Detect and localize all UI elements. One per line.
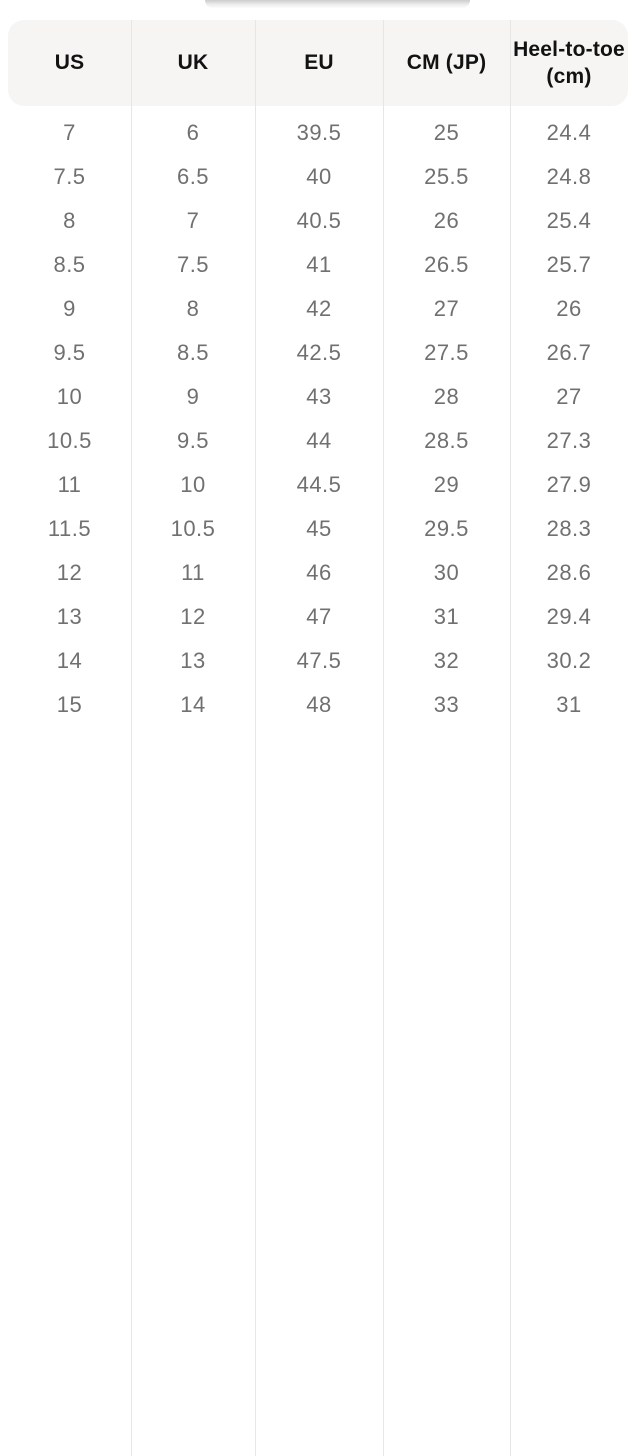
cell-uk: 11 xyxy=(181,560,205,585)
cell-cm-jp: 27 xyxy=(433,296,460,321)
cell-uk: 7 xyxy=(186,208,200,233)
table-row: 8 7 40.5 26 25.4 xyxy=(8,199,628,243)
column-divider xyxy=(255,20,256,1456)
cell-eu: 45 xyxy=(306,516,332,541)
table-row: 7 6 39.5 25 24.4 xyxy=(8,111,628,155)
cell-heel-to-toe: 25.4 xyxy=(546,208,592,233)
table-row: 13 12 47 31 29.4 xyxy=(8,595,628,639)
cell-us: 8.5 xyxy=(53,252,86,277)
cell-cm-jp: 33 xyxy=(433,692,460,717)
cell-eu: 41 xyxy=(306,252,332,277)
cell-eu: 44 xyxy=(306,428,332,453)
cell-heel-to-toe: 24.4 xyxy=(546,120,592,145)
cell-us: 15 xyxy=(56,692,83,717)
cell-uk: 14 xyxy=(180,692,206,717)
cell-us: 7.5 xyxy=(53,164,86,189)
cell-uk: 10.5 xyxy=(170,516,216,541)
cell-uk: 6.5 xyxy=(176,164,210,189)
table-row: 11.5 10.5 45 29.5 28.3 xyxy=(8,507,628,551)
cell-us: 8 xyxy=(63,208,76,233)
cell-eu: 47 xyxy=(306,604,332,629)
cell-cm-jp: 27.5 xyxy=(424,340,469,365)
column-header-cm-jp: CM (JP) xyxy=(406,51,487,75)
cell-cm-jp: 26 xyxy=(433,208,460,233)
cell-us: 11 xyxy=(57,472,82,497)
table-header-row: US UK EU CM (JP) Heel-to-toe (cm) xyxy=(8,20,628,106)
cell-heel-to-toe: 27 xyxy=(556,384,582,409)
cell-cm-jp: 32 xyxy=(433,648,460,673)
cell-heel-to-toe: 26.7 xyxy=(546,340,592,365)
table-row: 10 9 43 28 27 xyxy=(8,375,628,419)
table-row: 9.5 8.5 42.5 27.5 26.7 xyxy=(8,331,628,375)
cell-heel-to-toe: 29.4 xyxy=(546,604,592,629)
cell-us: 9.5 xyxy=(53,340,86,365)
cell-eu: 48 xyxy=(306,692,332,717)
cell-eu: 46 xyxy=(306,560,332,585)
cell-cm-jp: 30 xyxy=(433,560,460,585)
cell-us: 10.5 xyxy=(47,428,92,453)
cell-heel-to-toe: 30.2 xyxy=(546,648,592,673)
cell-us: 12 xyxy=(56,560,83,585)
cell-cm-jp: 29 xyxy=(433,472,460,497)
cell-us: 7 xyxy=(63,120,76,145)
cell-heel-to-toe: 25.7 xyxy=(546,252,592,277)
cell-cm-jp: 25.5 xyxy=(424,164,469,189)
cell-heel-to-toe: 31 xyxy=(556,692,582,717)
cell-eu: 43 xyxy=(306,384,332,409)
cell-uk: 7.5 xyxy=(176,252,210,277)
cell-cm-jp: 31 xyxy=(433,604,460,629)
cell-uk: 8 xyxy=(186,296,200,321)
cell-cm-jp: 28.5 xyxy=(424,428,469,453)
cell-uk: 13 xyxy=(180,648,206,673)
cell-eu: 39.5 xyxy=(296,120,342,145)
column-header-heel-to-toe: Heel-to-toe (cm) xyxy=(513,37,625,88)
top-cutoff-shadow xyxy=(205,0,470,8)
table-row: 7.5 6.5 40 25.5 24.8 xyxy=(8,155,628,199)
cell-heel-to-toe: 27.3 xyxy=(546,428,592,453)
cell-us: 10 xyxy=(56,384,83,409)
table-row: 14 13 47.5 32 30.2 xyxy=(8,639,628,683)
cell-eu: 42 xyxy=(306,296,332,321)
table-row: 11 10 44.5 29 27.9 xyxy=(8,463,628,507)
table-row: 10.5 9.5 44 28.5 27.3 xyxy=(8,419,628,463)
table-row: 8.5 7.5 41 26.5 25.7 xyxy=(8,243,628,287)
size-conversion-table: US UK EU CM (JP) Heel-to-toe (cm) 7 6 39… xyxy=(8,20,628,1456)
cell-heel-to-toe: 28.6 xyxy=(546,560,592,585)
cell-uk: 9.5 xyxy=(176,428,210,453)
column-divider xyxy=(131,20,132,1456)
cell-heel-to-toe: 27.9 xyxy=(546,472,592,497)
cell-cm-jp: 25 xyxy=(433,120,460,145)
cell-cm-jp: 26.5 xyxy=(424,252,469,277)
cell-uk: 8.5 xyxy=(176,340,210,365)
table-row: 12 11 46 30 28.6 xyxy=(8,551,628,595)
cell-cm-jp: 29.5 xyxy=(424,516,469,541)
table-row: 15 14 48 33 31 xyxy=(8,683,628,727)
column-divider xyxy=(510,20,511,1456)
table-row: 9 8 42 27 26 xyxy=(8,287,628,331)
column-divider xyxy=(383,20,384,1456)
cell-eu: 40 xyxy=(306,164,332,189)
cell-us: 14 xyxy=(56,648,83,673)
cell-uk: 10 xyxy=(180,472,206,497)
cell-eu: 47.5 xyxy=(296,648,342,673)
cell-heel-to-toe: 28.3 xyxy=(546,516,592,541)
table-body: 7 6 39.5 25 24.4 7.5 6.5 40 25.5 24.8 8 … xyxy=(8,106,628,727)
cell-us: 11.5 xyxy=(47,516,92,541)
column-header-uk: UK xyxy=(177,51,209,75)
cell-eu: 40.5 xyxy=(296,208,342,233)
cell-uk: 9 xyxy=(186,384,200,409)
cell-us: 9 xyxy=(63,296,76,321)
cell-eu: 42.5 xyxy=(296,340,342,365)
cell-uk: 12 xyxy=(180,604,206,629)
cell-cm-jp: 28 xyxy=(433,384,460,409)
cell-heel-to-toe: 24.8 xyxy=(546,164,592,189)
cell-heel-to-toe: 26 xyxy=(556,296,582,321)
column-header-eu: EU xyxy=(304,51,334,75)
cell-us: 13 xyxy=(56,604,83,629)
cell-uk: 6 xyxy=(186,120,200,145)
cell-eu: 44.5 xyxy=(296,472,342,497)
column-header-us: US xyxy=(54,51,85,75)
